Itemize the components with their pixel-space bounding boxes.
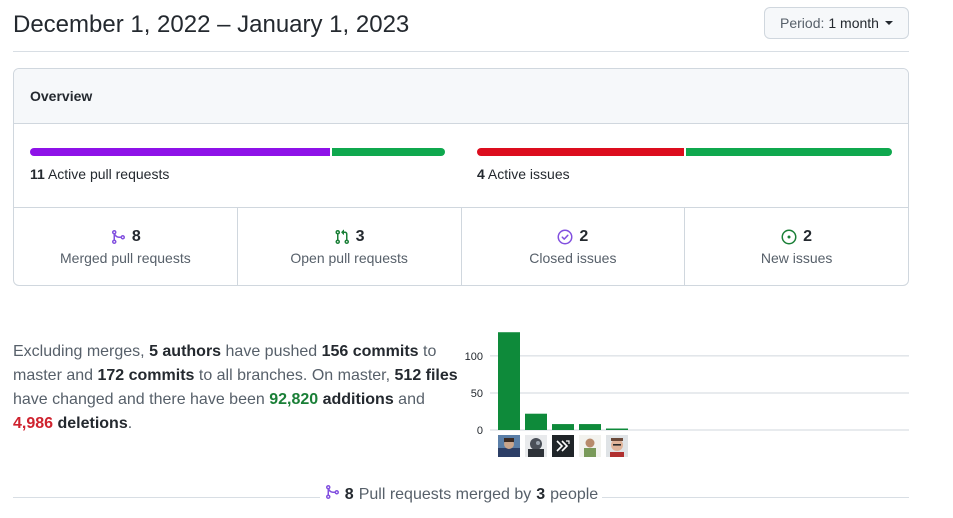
new-segment [685, 148, 892, 156]
pull-requests-summary[interactable]: 11 Active pull requests [30, 148, 445, 182]
active-issues-text: Active issues [487, 166, 570, 182]
all-branches-commits-count: 172 commits [97, 367, 195, 384]
commit-bar[interactable] [525, 413, 547, 430]
issue-opened-icon [781, 229, 797, 245]
merged-pull-requests-footer: 8 Pull requests merged by 3 people [0, 484, 922, 505]
deletions-word: deletions [53, 415, 128, 432]
git-merge-icon [110, 229, 126, 245]
author-avatar-4[interactable] [579, 435, 601, 457]
period-select-button[interactable]: Period: 1 month [764, 7, 909, 39]
overview-box: Overview 11 Active pull requests 4 Activ… [13, 68, 909, 286]
summary-text: . [127, 415, 133, 432]
pull-requests-progress-bar [30, 148, 445, 156]
active-pull-requests-count: 11 [30, 166, 45, 182]
files-changed-count: 512 files [394, 367, 458, 384]
master-commits-count: 156 commits [321, 343, 419, 360]
footer-people-count: 3 [536, 485, 546, 503]
overview-header: Overview [14, 69, 908, 124]
commit-bar[interactable] [498, 332, 520, 430]
period-value: 1 month [828, 15, 879, 31]
date-range-title: December 1, 2022 – January 1, 2023 [13, 11, 410, 38]
deletions-count: 4,986 [13, 415, 54, 432]
open-pull-requests-stat[interactable]: 3 Open pull requests [238, 208, 462, 285]
author-avatar-1[interactable] [498, 435, 520, 457]
issue-closed-icon [557, 229, 573, 245]
y-tick-label: 0 [477, 425, 483, 435]
y-tick-label: 100 [465, 351, 483, 363]
y-tick-label: 50 [471, 388, 483, 400]
commit-bar[interactable] [579, 424, 601, 430]
author-avatar-3[interactable] [552, 435, 574, 457]
active-issues-label: 4 Active issues [477, 166, 892, 182]
author-avatars [498, 435, 628, 457]
issues-summary[interactable]: 4 Active issues [477, 148, 892, 182]
new-issues-label: New issues [760, 249, 833, 266]
authors-count: 5 authors [149, 343, 222, 360]
open-pull-requests-label: Open pull requests [290, 249, 408, 266]
open-segment [332, 148, 445, 156]
open-pull-requests-count: 3 [355, 227, 365, 245]
closed-segment [477, 148, 684, 156]
commits-chart-svg: 0 50 100 [465, 332, 909, 435]
commit-summary: Excluding merges, 5 authors have pushed … [13, 340, 463, 436]
active-issues-count: 4 [477, 166, 485, 182]
issues-progress-bar [477, 148, 892, 156]
summary-text: to master and [13, 343, 437, 384]
summary-text: Excluding merges, [13, 343, 150, 360]
summary-text: have changed and there have been [13, 391, 270, 408]
overview-bars-row: 11 Active pull requests 4 Active issues [14, 124, 908, 208]
closed-issues-stat[interactable]: 2 Closed issues [462, 208, 686, 285]
footer-text: Pull requests merged by [358, 485, 532, 503]
page-header: December 1, 2022 – January 1, 2023 Perio… [13, 0, 909, 52]
footer-merged-count: 8 [344, 485, 354, 503]
summary-text: have pushed [221, 343, 322, 360]
merged-pull-requests-count: 8 [131, 227, 141, 245]
period-label: Period: [780, 15, 825, 31]
footer-people-word: people [550, 485, 599, 503]
merged-pull-requests-stat[interactable]: 8 Merged pull requests [14, 208, 238, 285]
caret-down-icon [884, 21, 893, 25]
new-issues-stat[interactable]: 2 New issues [685, 208, 908, 285]
active-pull-requests-text: Active pull requests [47, 166, 170, 182]
new-issues-count: 2 [803, 227, 813, 245]
git-merge-icon [324, 484, 340, 505]
commit-bar[interactable] [606, 428, 628, 430]
summary-text: and [393, 391, 425, 408]
active-pull-requests-label: 11 Active pull requests [30, 166, 445, 182]
additions-count: 92,820 [269, 391, 319, 408]
merged-segment [30, 148, 331, 156]
summary-text: to all branches. On master, [194, 367, 395, 384]
author-avatar-2[interactable] [525, 435, 547, 457]
overview-stats-row: 8 Merged pull requests 3 Open pull reque… [14, 208, 908, 285]
author-avatar-5[interactable] [606, 435, 628, 457]
closed-issues-count: 2 [579, 227, 589, 245]
overview-title: Overview [30, 88, 93, 104]
git-pull-request-icon [334, 229, 350, 245]
commits-by-author-chart: 0 50 100 [458, 325, 909, 460]
commit-bar[interactable] [552, 424, 574, 430]
additions-word: additions [318, 391, 394, 408]
merged-pull-requests-label: Merged pull requests [60, 249, 191, 266]
closed-issues-label: Closed issues [529, 249, 617, 266]
